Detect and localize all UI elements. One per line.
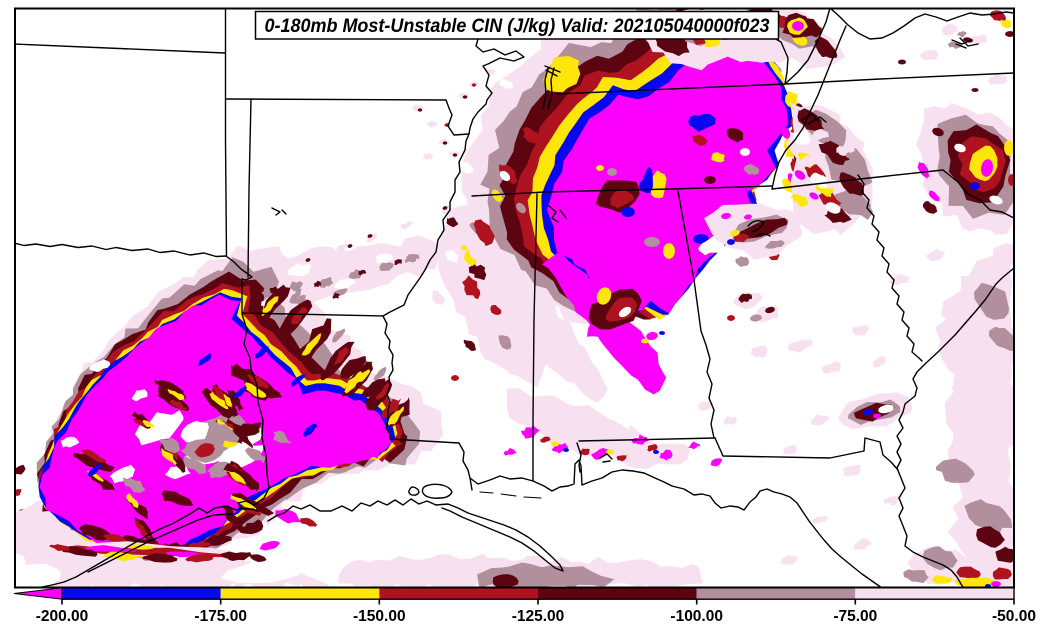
svg-text:-75.00: -75.00 (833, 608, 877, 625)
svg-text:-100.00: -100.00 (670, 608, 723, 625)
svg-text:-150.00: -150.00 (353, 608, 406, 625)
svg-text:-200.00: -200.00 (36, 608, 89, 625)
svg-text:-175.00: -175.00 (194, 608, 247, 625)
svg-text:-50.00: -50.00 (992, 608, 1036, 625)
svg-text:-125.00: -125.00 (512, 608, 565, 625)
svg-text:0-180mb Most-Unstable CIN (J/k: 0-180mb Most-Unstable CIN (J/kg) Valid: … (265, 16, 770, 37)
